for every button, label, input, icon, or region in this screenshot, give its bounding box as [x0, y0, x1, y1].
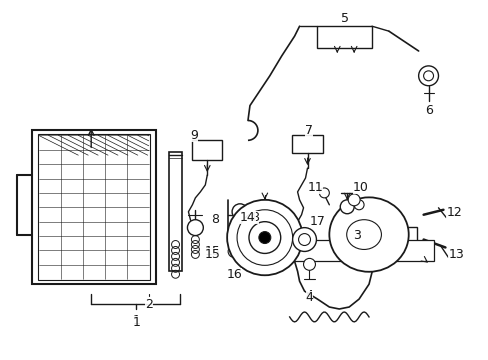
Circle shape: [353, 200, 364, 210]
Circle shape: [187, 220, 203, 235]
Text: 9: 9: [190, 129, 198, 142]
Text: 6: 6: [424, 104, 431, 117]
Bar: [317, 26, 371, 48]
Circle shape: [226, 200, 302, 275]
Circle shape: [258, 231, 270, 243]
Circle shape: [237, 210, 292, 265]
Text: 5: 5: [341, 12, 348, 25]
Text: 8: 8: [250, 211, 258, 224]
Text: 13: 13: [447, 248, 463, 261]
Circle shape: [248, 222, 280, 253]
Text: 1: 1: [133, 316, 141, 329]
Text: 6: 6: [424, 104, 431, 117]
Bar: [291, 135, 323, 153]
Bar: [396, 227, 416, 243]
Text: 2: 2: [144, 297, 152, 311]
Text: 12: 12: [446, 206, 461, 219]
Bar: [32, 130, 155, 284]
Circle shape: [319, 188, 328, 198]
Text: 10: 10: [352, 181, 368, 194]
Bar: [396, 243, 411, 252]
Text: 11: 11: [307, 181, 323, 194]
Bar: [279, 239, 433, 261]
Circle shape: [423, 71, 433, 81]
Text: 3: 3: [352, 229, 360, 242]
Text: 3: 3: [352, 229, 360, 242]
Text: 16: 16: [226, 268, 242, 281]
Bar: [192, 140, 222, 160]
Text: 5: 5: [341, 12, 348, 25]
Text: 11: 11: [307, 181, 323, 194]
Circle shape: [228, 246, 240, 257]
Text: 17: 17: [309, 215, 325, 228]
Text: 4: 4: [305, 289, 313, 302]
Circle shape: [232, 204, 247, 220]
Circle shape: [303, 258, 315, 270]
Circle shape: [340, 200, 353, 214]
Bar: [168, 152, 182, 271]
Text: 15: 15: [204, 248, 220, 261]
Text: 7: 7: [305, 124, 313, 137]
Bar: [38, 134, 149, 280]
Ellipse shape: [346, 220, 381, 249]
Circle shape: [347, 194, 359, 206]
Text: 10: 10: [352, 181, 368, 194]
Text: 2: 2: [144, 297, 152, 311]
Text: 12: 12: [446, 206, 461, 219]
Circle shape: [418, 66, 438, 86]
Circle shape: [298, 234, 310, 246]
Text: 1: 1: [133, 314, 141, 327]
Text: 4: 4: [305, 291, 313, 303]
Circle shape: [292, 228, 316, 251]
Text: 13: 13: [447, 248, 463, 261]
Text: 15: 15: [204, 245, 220, 258]
Text: 8: 8: [211, 213, 219, 226]
Text: 14: 14: [240, 211, 255, 224]
Ellipse shape: [328, 197, 408, 272]
Text: 9: 9: [190, 129, 198, 142]
Text: 7: 7: [305, 124, 313, 137]
